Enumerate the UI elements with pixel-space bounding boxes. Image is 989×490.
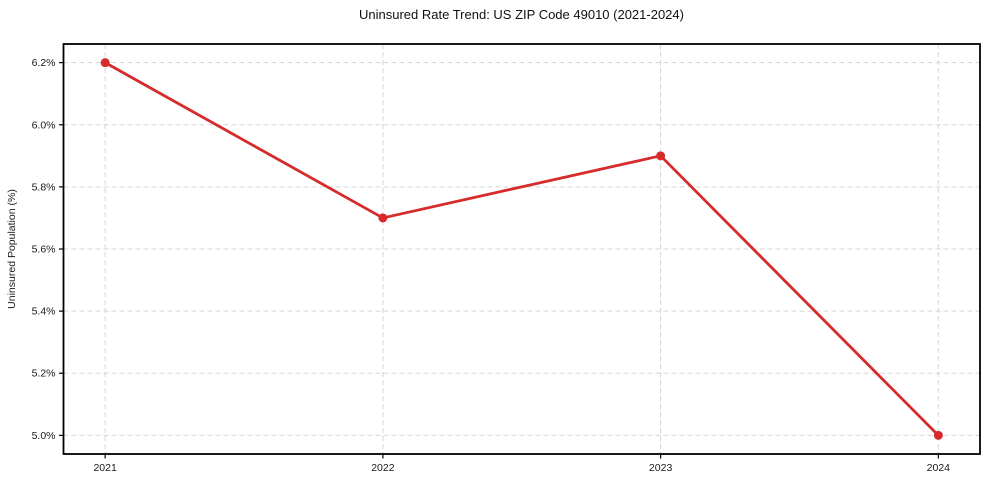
y-tick-label: 5.2%	[32, 368, 56, 380]
data-point	[933, 430, 943, 440]
y-tick-label: 5.0%	[32, 430, 56, 442]
data-point	[378, 213, 388, 223]
y-tick-label: 5.6%	[32, 244, 56, 256]
trend-line	[103, 61, 940, 437]
x-tick-label: 2022	[371, 462, 395, 474]
y-tick-label: 5.4%	[32, 306, 56, 318]
chart-title: Uninsured Rate Trend: US ZIP Code 49010 …	[359, 7, 684, 22]
y-tick-label: 6.0%	[32, 119, 56, 131]
y-axis-label: Uninsured Population (%)	[6, 189, 18, 309]
data-point	[656, 151, 666, 161]
x-tick-label: 2023	[649, 462, 673, 474]
y-tick-label: 5.8%	[32, 181, 56, 193]
x-tick-label: 2024	[927, 462, 951, 474]
x-tick-label: 2021	[93, 462, 117, 474]
y-tick-label: 6.2%	[32, 57, 56, 69]
data-point	[100, 58, 110, 68]
